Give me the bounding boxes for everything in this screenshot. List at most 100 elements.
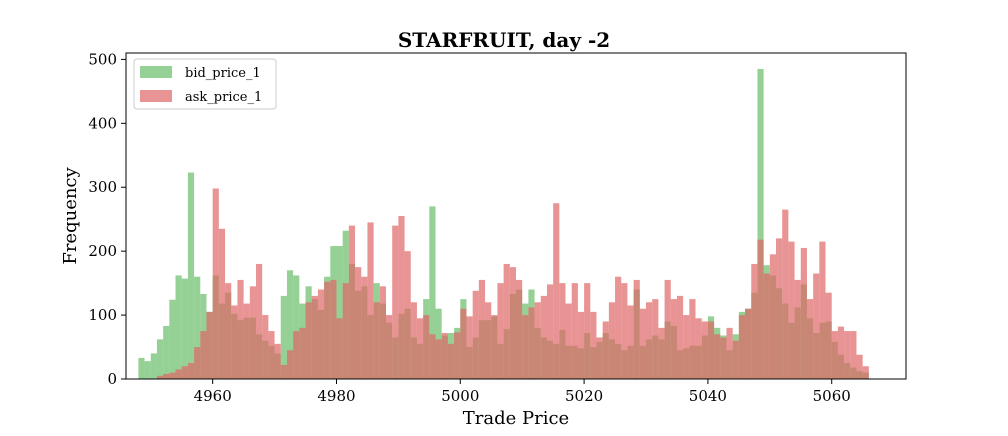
- x-axis-ticks: 4960 4980 5000 5020 5040 5060: [194, 379, 851, 405]
- bar-ask_price_1-4977: [317, 289, 325, 379]
- bar-bid_price_1-4956: [187, 172, 195, 379]
- bar-ask_price_1-5038: [695, 318, 702, 379]
- bar-ask_price_1-5042: [720, 337, 727, 379]
- bar-ask_price_1-4978: [324, 281, 331, 379]
- bar-ask_price_1-5063: [850, 331, 857, 379]
- bar-ask_price_1-5032: [658, 327, 665, 379]
- bar-ask_price_1-4988: [386, 315, 393, 379]
- bar-bid_price_1-4957: [194, 276, 201, 379]
- bar-bid_price_1-4971: [280, 295, 287, 379]
- bar-ask_price_1-4990: [398, 216, 405, 379]
- bar-ask_price_1-4952: [163, 373, 170, 379]
- bar-ask_price_1-4973: [293, 331, 300, 379]
- bar-ask_price_1-4970: [274, 343, 281, 379]
- chart-title: STARFRUIT, day -2: [398, 28, 610, 52]
- bar-ask_price_1-5015: [553, 203, 560, 379]
- bar-ask_price_1-4955: [181, 366, 188, 379]
- bar-ask_price_1-5058: [819, 241, 826, 379]
- bar-ask_price_1-4987: [379, 286, 386, 379]
- bar-ask_price_1-5050: [769, 254, 776, 379]
- bar-ask_price_1-5037: [689, 299, 696, 379]
- y-tick-label-200: 200: [88, 242, 117, 260]
- bar-ask_price_1-4960: [212, 188, 219, 379]
- bar-ask_price_1-4993: [416, 318, 424, 379]
- y-tick-label-500: 500: [88, 50, 117, 68]
- bars-layer: [138, 68, 869, 379]
- bar-ask_price_1-5047: [751, 263, 758, 379]
- bar-ask_price_1-4989: [392, 225, 399, 379]
- x-axis-label: Trade Price: [463, 408, 569, 429]
- bar-ask_price_1-5043: [726, 327, 733, 379]
- bar-ask_price_1-5004: [485, 302, 492, 379]
- series-ask_price_1: [156, 188, 869, 379]
- bar-ask_price_1-5005: [491, 315, 498, 379]
- bar-ask_price_1-4964: [237, 279, 244, 379]
- bar-ask_price_1-5061: [837, 326, 845, 379]
- bar-ask_price_1-5007: [503, 263, 510, 379]
- bar-bid_price_1-4952: [163, 325, 170, 379]
- bar-bid_price_1-4950: [150, 353, 157, 379]
- bar-ask_price_1-5014: [546, 284, 554, 379]
- x-tick-label-5020: 5020: [565, 387, 603, 405]
- legend: bid_price_1 ask_price_1: [133, 58, 277, 110]
- y-tick-label-400: 400: [88, 114, 117, 132]
- bar-ask_price_1-4958: [200, 331, 207, 379]
- bar-ask_price_1-4983: [355, 267, 362, 379]
- bar-ask_price_1-5065: [862, 366, 869, 379]
- y-tick-label-300: 300: [88, 178, 117, 196]
- bar-ask_price_1-4999: [454, 332, 461, 379]
- x-tick-label-5060: 5060: [813, 387, 851, 405]
- bar-ask_price_1-5041: [714, 334, 721, 379]
- bar-ask_price_1-5036: [683, 315, 690, 379]
- bar-bid_price_1-5048: [757, 68, 764, 379]
- bar-ask_price_1-4971: [280, 364, 287, 379]
- bar-ask_price_1-4967: [256, 263, 263, 379]
- bar-ask_price_1-5062: [844, 331, 851, 379]
- bar-bid_price_1-4948: [138, 357, 145, 379]
- bar-ask_price_1-5011: [528, 307, 535, 379]
- bar-ask_price_1-4963: [231, 305, 238, 379]
- bar-ask_price_1-4956: [187, 363, 195, 379]
- bar-ask_price_1-5046: [745, 308, 752, 379]
- bar-ask_price_1-4980: [336, 318, 343, 379]
- bar-bid_price_1-4980: [336, 246, 343, 379]
- bar-ask_price_1-5003: [478, 279, 486, 379]
- bar-bid_price_1-4973: [293, 275, 300, 379]
- y-axis-label: Frequency: [60, 166, 81, 264]
- bar-ask_price_1-4968: [262, 315, 269, 379]
- bar-ask_price_1-5064: [856, 354, 863, 379]
- bar-ask_price_1-4981: [342, 283, 349, 379]
- bar-ask_price_1-4959: [206, 311, 213, 379]
- bar-ask_price_1-5010: [522, 315, 529, 379]
- legend-label-ask: ask_price_1: [185, 90, 262, 105]
- bar-ask_price_1-4972: [286, 350, 294, 379]
- bar-ask_price_1-4998: [447, 343, 455, 379]
- bar-ask_price_1-5000: [460, 308, 467, 379]
- bar-ask_price_1-5052: [782, 209, 789, 379]
- bar-ask_price_1-4986: [373, 302, 380, 379]
- bar-ask_price_1-5048: [757, 239, 764, 379]
- bar-ask_price_1-5027: [627, 305, 634, 379]
- bar-ask_price_1-5031: [652, 299, 659, 379]
- bar-ask_price_1-5059: [825, 292, 832, 379]
- bar-ask_price_1-5034: [670, 299, 677, 379]
- bar-ask_price_1-4951: [156, 375, 164, 379]
- bar-ask_price_1-4982: [348, 225, 356, 379]
- bar-ask_price_1-5035: [676, 295, 684, 379]
- legend-swatch-ask: [140, 90, 172, 102]
- y-axis-ticks: 0 100 200 300 400 500: [88, 50, 126, 388]
- bar-bid_price_1-4954: [175, 275, 182, 379]
- legend-swatch-bid: [140, 66, 172, 78]
- bar-bid_price_1-4953: [169, 299, 176, 379]
- bar-ask_price_1-4991: [404, 251, 411, 379]
- bar-ask_price_1-4969: [268, 331, 275, 379]
- bar-ask_price_1-5029: [639, 308, 646, 379]
- bar-ask_price_1-5024: [608, 302, 616, 379]
- bar-bid_price_1-4995: [429, 206, 436, 379]
- bar-ask_price_1-4992: [410, 302, 417, 379]
- bar-ask_price_1-5021: [590, 311, 597, 379]
- bar-ask_price_1-5018: [571, 283, 578, 379]
- bar-ask_price_1-5019: [577, 311, 585, 379]
- bar-bid_price_1-4949: [144, 361, 151, 379]
